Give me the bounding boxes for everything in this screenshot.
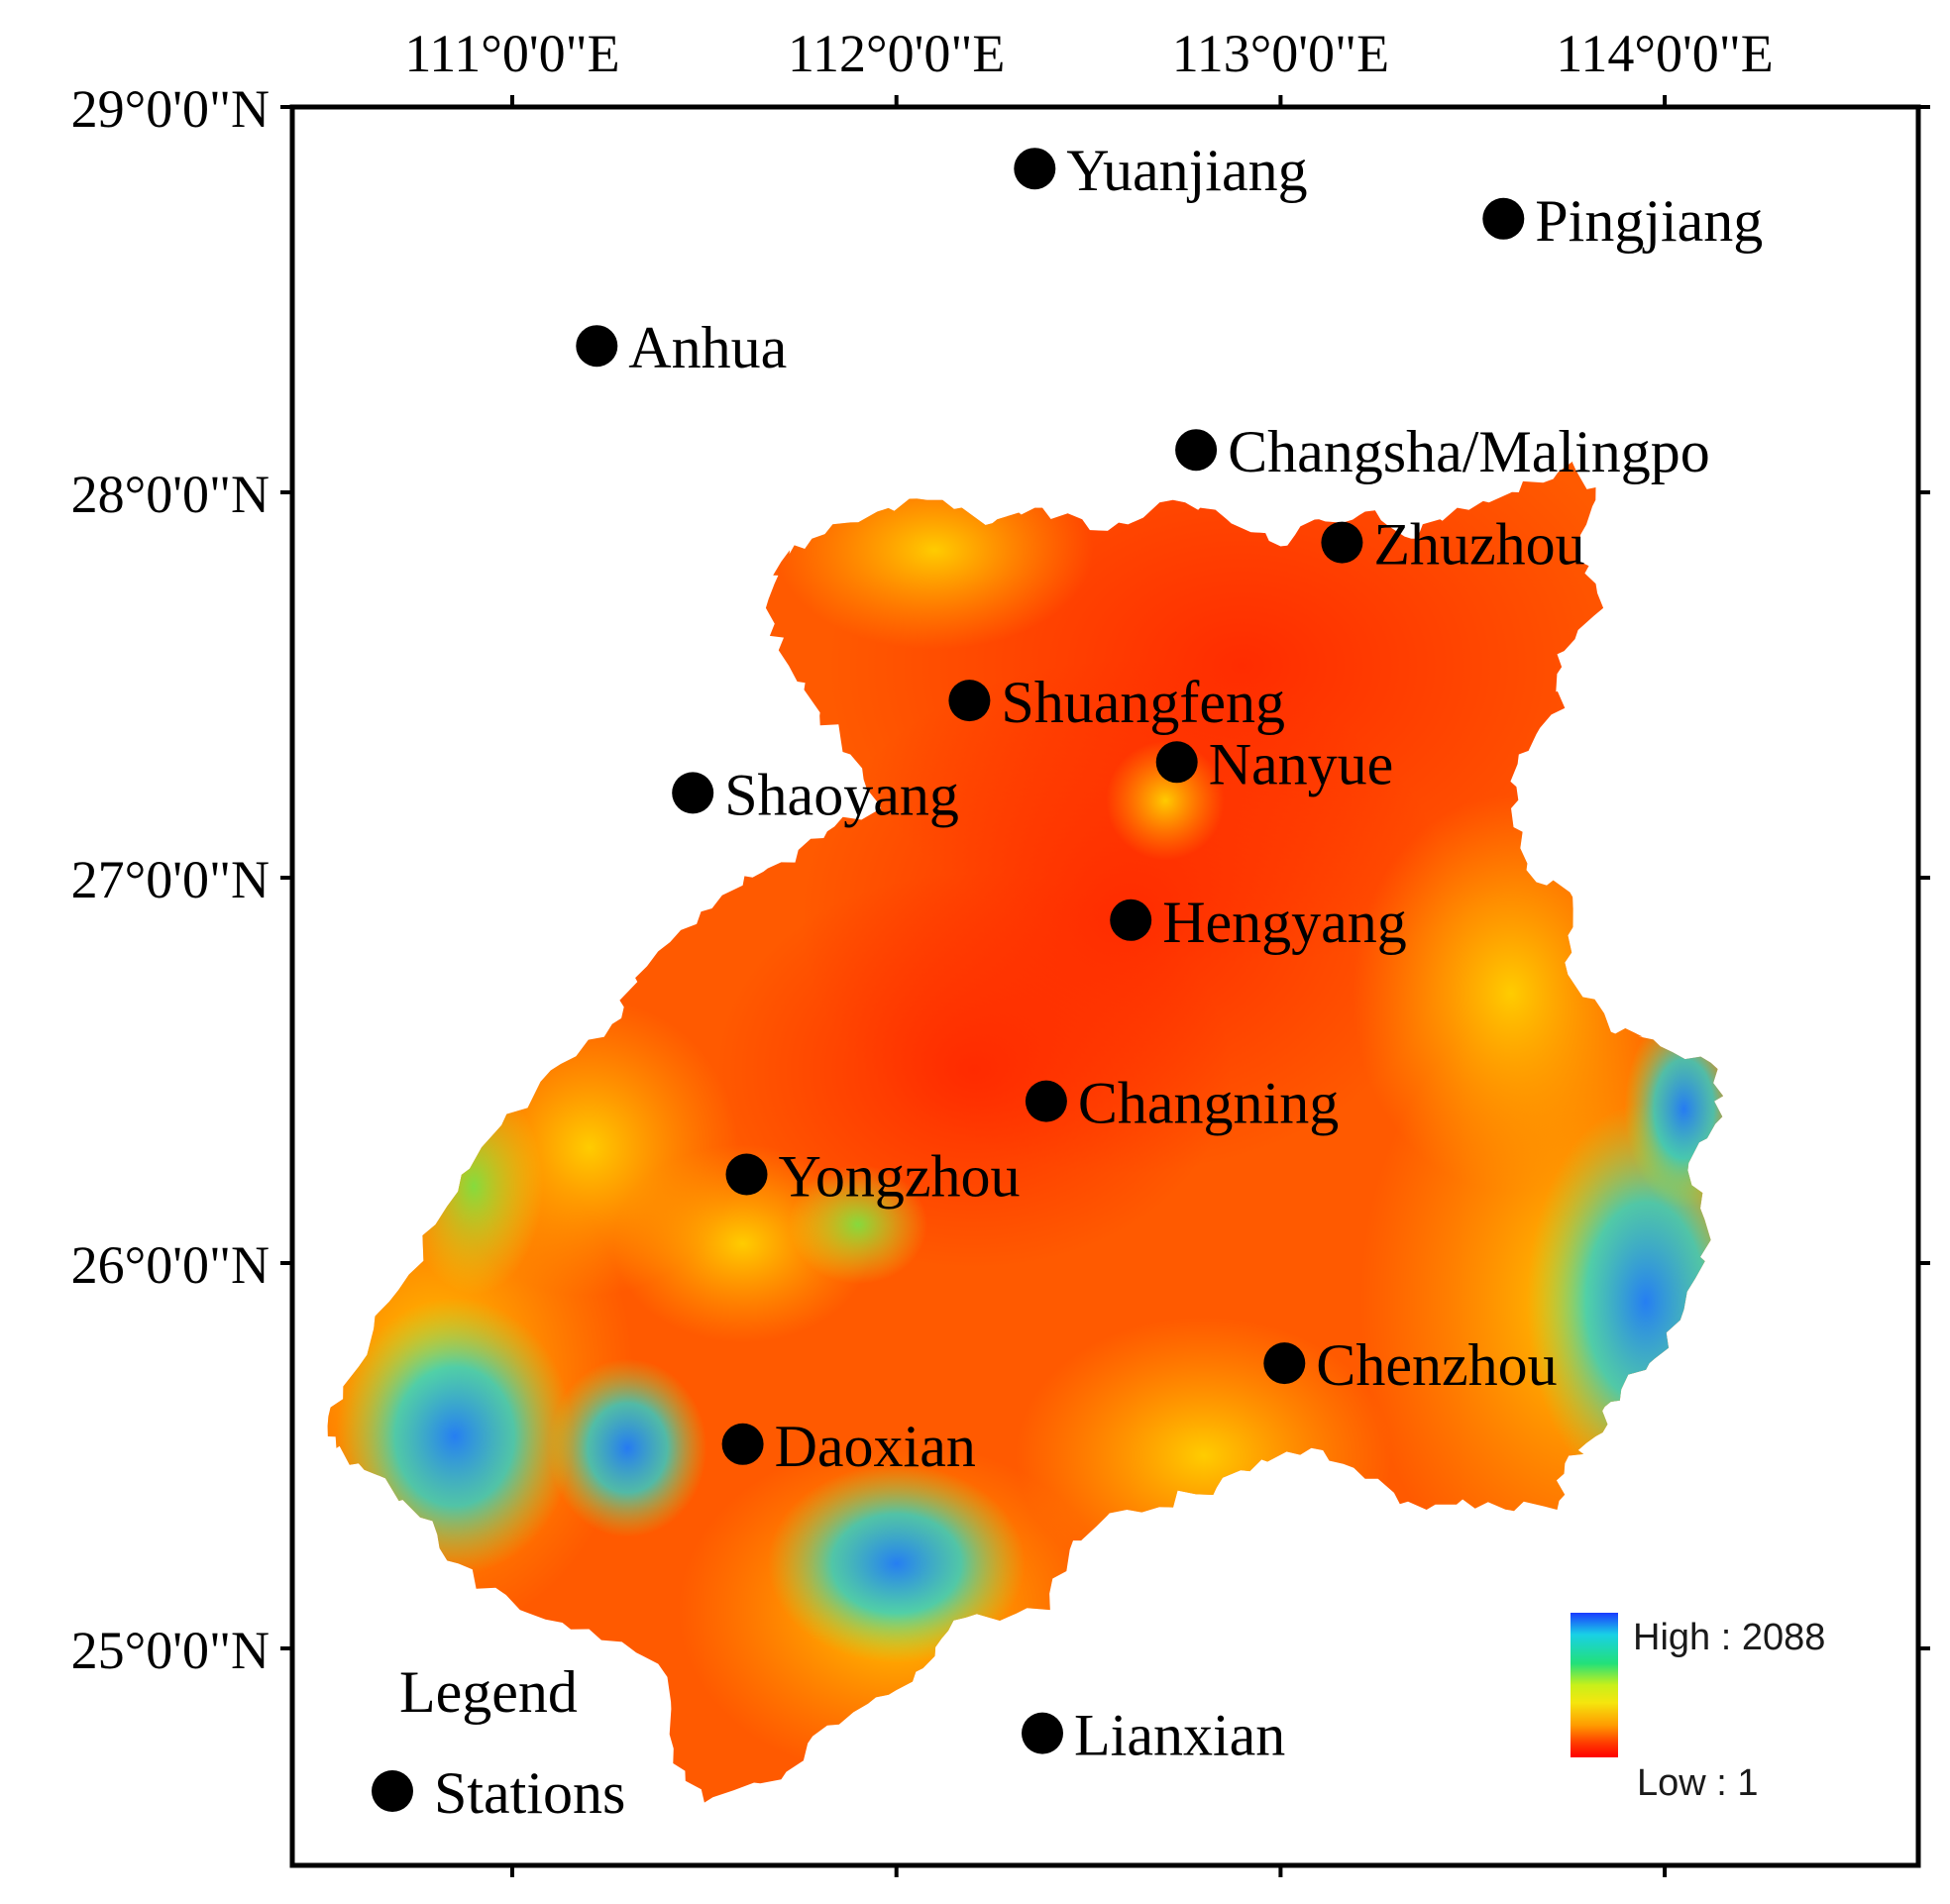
station-marker[interactable]: Yuanjiang (1014, 138, 1308, 203)
legend-high-label: High : 2088 (1633, 1617, 1825, 1658)
station-marker[interactable]: Shaoyang (672, 762, 959, 827)
graticule-ticks (280, 95, 1930, 1877)
station-marker[interactable]: Yongzhou (725, 1144, 1021, 1210)
legend-station-icon (372, 1770, 413, 1812)
latitude-tick-label: 29°0'0"N (71, 79, 270, 139)
station-marker[interactable]: Changsha/Malingpo (1175, 419, 1710, 484)
legend-stations-label: Stations (434, 1760, 625, 1826)
longitude-tick-label: 112°0'0"E (788, 24, 1005, 83)
station-dot[interactable] (672, 772, 714, 814)
station-dot[interactable] (1014, 148, 1056, 190)
station-dot[interactable] (1110, 899, 1152, 941)
mountain-zone (548, 1358, 707, 1537)
station-dot[interactable] (1175, 429, 1218, 472)
elevation-color-ramp (1571, 1613, 1618, 1757)
latitude-tick-label: 27°0'0"N (71, 850, 270, 909)
station-label: Changsha/Malingpo (1228, 419, 1710, 484)
longitude-tick-label: 111°0'0"E (404, 24, 619, 83)
station-label: Zhuzhou (1373, 512, 1584, 578)
station-label: Changning (1078, 1071, 1339, 1136)
station-label: Nanyue (1209, 731, 1394, 796)
longitude-tick-label: 113°0'0"E (1172, 24, 1389, 83)
station-dot[interactable] (721, 1423, 764, 1465)
station-marker[interactable]: Nanyue (1155, 731, 1394, 796)
station-marker[interactable]: Changning (1025, 1071, 1339, 1136)
station-label: Lianxian (1074, 1703, 1285, 1768)
station-marker[interactable]: Chenzhou (1263, 1332, 1558, 1398)
station-marker[interactable]: Hengyang (1110, 890, 1407, 955)
station-dot[interactable] (1025, 1080, 1067, 1122)
map-legend: Legend Stations High : 2088 Low : 1 (372, 1613, 1825, 1826)
station-label: Chenzhou (1316, 1332, 1557, 1398)
stations-layer: Yuanjiang Pingjiang Anhua Changsha/Malin… (576, 138, 1763, 1768)
station-dot[interactable] (576, 325, 618, 368)
mountain-zone (767, 1464, 1026, 1663)
station-dot[interactable] (725, 1153, 768, 1196)
station-marker[interactable]: Zhuzhou (1321, 512, 1585, 578)
station-label: Yuanjiang (1066, 138, 1307, 203)
latitude-tick-label: 28°0'0"N (71, 465, 270, 524)
latitude-tick-label: 25°0'0"N (71, 1621, 270, 1680)
station-dot[interactable] (1155, 741, 1198, 784)
longitude-labels: 111°0'0"E 112°0'0"E 113°0'0"E 114°0'0"E (404, 24, 1773, 83)
station-marker[interactable]: Daoxian (721, 1414, 976, 1479)
station-label: Hengyang (1162, 890, 1407, 955)
station-marker[interactable]: Lianxian (1022, 1703, 1285, 1768)
latitude-tick-label: 26°0'0"N (71, 1235, 270, 1295)
station-label: Yongzhou (779, 1144, 1021, 1210)
station-label: Shaoyang (724, 762, 959, 827)
mountain-zone (788, 1165, 927, 1285)
station-label: Pingjiang (1535, 188, 1763, 254)
station-dot[interactable] (1321, 521, 1363, 564)
station-marker[interactable]: Shuangfeng (948, 670, 1285, 735)
legend-title: Legend (399, 1659, 578, 1725)
station-dot[interactable] (1263, 1342, 1306, 1385)
station-label: Shuangfeng (1001, 670, 1285, 735)
station-dot[interactable] (948, 680, 991, 722)
station-label: Daoxian (775, 1414, 976, 1479)
station-marker[interactable]: Pingjiang (1482, 188, 1763, 254)
station-label: Anhua (628, 315, 787, 380)
station-marker[interactable]: Anhua (576, 315, 787, 380)
legend-low-label: Low : 1 (1637, 1762, 1759, 1804)
longitude-tick-label: 114°0'0"E (1556, 24, 1773, 83)
station-dot[interactable] (1022, 1712, 1063, 1754)
station-dot[interactable] (1482, 197, 1525, 240)
latitude-labels: 29°0'0"N 28°0'0"N 27°0'0"N 26°0'0"N 25°0… (71, 79, 270, 1680)
